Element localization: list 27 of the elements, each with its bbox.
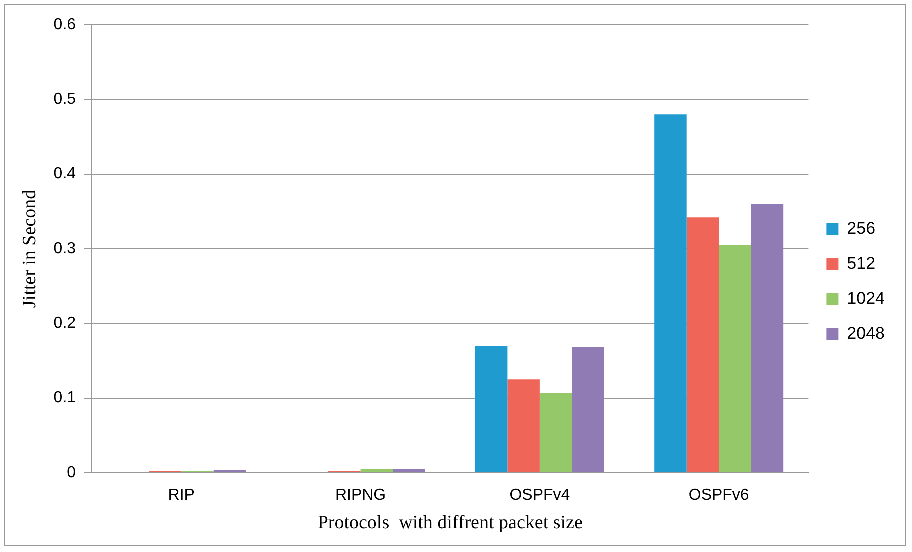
bar (360, 469, 394, 472)
y-tick-label: 0.1 (54, 390, 76, 407)
y-axis-title: Jitter in Second (19, 189, 40, 308)
legend-label: 512 (847, 254, 876, 274)
y-tick-label: 0.3 (54, 240, 76, 258)
y-tick-label: 0.6 (54, 16, 76, 34)
legend-label: 2048 (847, 324, 886, 344)
bar (654, 114, 687, 472)
bar (719, 245, 752, 472)
bar (572, 348, 604, 472)
x-tick-label: OSPFv6 (688, 487, 750, 504)
bar (393, 469, 426, 472)
legend-label: 256 (847, 219, 876, 238)
x-tick-label: RIPNG (335, 487, 386, 504)
y-tick-label: 0.4 (54, 166, 76, 183)
y-tick-label: 0.5 (54, 91, 76, 108)
x-axis-title: Protocols with diffrent packet size (318, 512, 583, 534)
bar (751, 204, 784, 472)
y-tick-label: 0 (67, 464, 76, 482)
bar (508, 380, 540, 472)
x-tick-label: OSPFv4 (510, 487, 570, 504)
y-tick-label: 0.2 (54, 315, 76, 332)
legend-label: 1024 (847, 289, 886, 308)
bar (540, 393, 572, 472)
bar (475, 346, 508, 472)
x-tick-label: RIP (168, 487, 195, 504)
bar (686, 218, 720, 472)
